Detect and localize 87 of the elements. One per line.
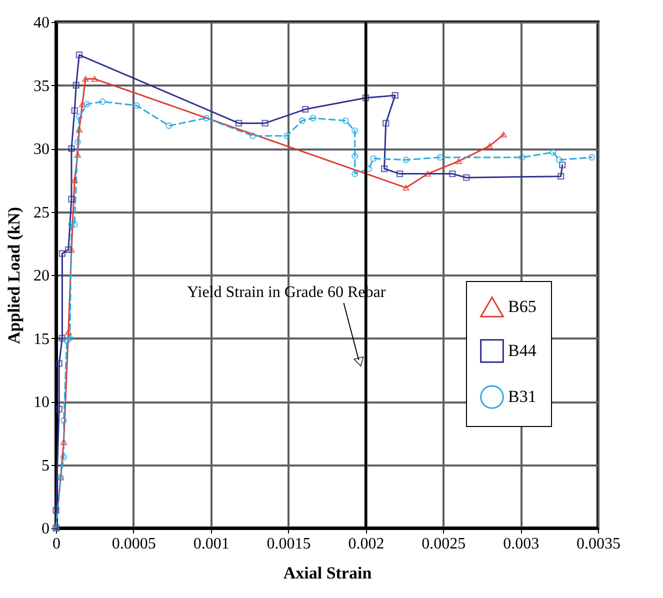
point <box>518 154 526 161</box>
point <box>65 246 72 254</box>
point <box>71 107 78 114</box>
point <box>559 162 566 168</box>
point <box>60 417 68 424</box>
point <box>71 221 78 228</box>
point <box>58 334 66 342</box>
point <box>84 100 90 108</box>
point <box>370 155 377 162</box>
point <box>133 102 140 109</box>
point <box>249 132 256 140</box>
point <box>76 52 83 58</box>
legend-label: B44 <box>508 341 537 360</box>
y-tick-label: 35 <box>34 78 50 95</box>
point <box>557 172 564 180</box>
point <box>68 196 75 202</box>
y-tick-label: 25 <box>34 204 50 222</box>
x-tick-label: 0.002 <box>348 536 384 552</box>
point <box>298 117 306 124</box>
point <box>72 82 80 89</box>
point <box>402 156 410 164</box>
y-tick-label: 20 <box>34 268 50 284</box>
point <box>352 170 358 178</box>
point <box>78 101 86 108</box>
point <box>486 143 493 149</box>
point <box>310 114 316 122</box>
x-tick-label: 0.0015 <box>266 536 311 552</box>
y-tick-label: 5 <box>42 457 50 474</box>
point <box>262 120 268 127</box>
point <box>52 506 60 514</box>
point <box>302 106 309 113</box>
point <box>82 76 89 82</box>
point <box>68 145 75 152</box>
point <box>449 170 456 178</box>
point <box>60 439 68 445</box>
y-tick-label: 40 <box>34 14 50 32</box>
point <box>166 122 172 130</box>
point <box>396 170 404 178</box>
point <box>556 156 563 164</box>
legend-label: B31 <box>508 387 536 406</box>
x-tick-label: 0.0025 <box>422 536 466 552</box>
x-tick-label: 0.0005 <box>112 536 156 552</box>
point <box>402 184 410 191</box>
point <box>68 246 75 253</box>
point <box>342 117 349 124</box>
point <box>202 114 210 122</box>
point <box>392 92 398 99</box>
point <box>352 127 358 134</box>
point <box>56 406 62 412</box>
point <box>58 250 66 257</box>
point <box>74 152 82 158</box>
y-axis-title: Applied Load (kN) <box>4 207 24 344</box>
y-tick-label: 10 <box>34 394 50 411</box>
point <box>63 337 70 344</box>
point <box>65 328 72 335</box>
x-tick-label: 0.001 <box>193 536 230 552</box>
point <box>283 132 290 140</box>
point <box>382 120 390 127</box>
point <box>588 154 596 161</box>
point <box>235 120 242 127</box>
point <box>362 94 370 102</box>
point <box>463 174 470 181</box>
point <box>76 114 83 120</box>
point <box>74 138 82 146</box>
point <box>500 132 507 138</box>
point <box>91 76 98 82</box>
y-tick-label: 30 <box>34 141 50 158</box>
point <box>66 334 74 342</box>
point <box>455 158 462 164</box>
x-tick-label: 0 <box>52 536 60 552</box>
x-tick-label: 0.003 <box>503 536 540 552</box>
point <box>550 148 556 156</box>
point <box>76 126 83 132</box>
x-axis-title: Axial Strain <box>283 564 372 582</box>
y-tick-label: 0 <box>42 520 50 538</box>
point <box>352 152 358 160</box>
x-tick-label: 0.0035 <box>576 536 620 552</box>
point <box>68 221 75 228</box>
legend-label: B65 <box>508 297 536 316</box>
y-tick-label: 15 <box>34 330 50 348</box>
point <box>380 165 388 172</box>
point <box>71 177 78 184</box>
point <box>424 170 431 177</box>
point <box>99 98 106 106</box>
point <box>56 360 62 367</box>
point <box>60 454 68 460</box>
point <box>436 154 444 161</box>
